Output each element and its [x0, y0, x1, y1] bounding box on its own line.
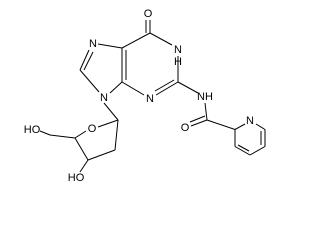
atom-label: NH	[197, 91, 213, 103]
atom-label: HO	[68, 172, 85, 184]
bonds	[39, 20, 266, 173]
atom-label: HO	[24, 124, 41, 136]
atom-label: N	[89, 38, 97, 50]
molecule-diagram: O N H N N N NH O N O HO HO	[24, 8, 266, 184]
atom-label: N	[246, 115, 254, 127]
atom-label: O	[181, 122, 190, 134]
atom-label: O	[88, 123, 97, 135]
atom-label: O	[144, 8, 153, 20]
atom-label: N	[146, 93, 154, 105]
atom-label: N	[100, 92, 108, 104]
atom-label: H	[174, 56, 182, 68]
atom-label: N	[174, 44, 182, 56]
